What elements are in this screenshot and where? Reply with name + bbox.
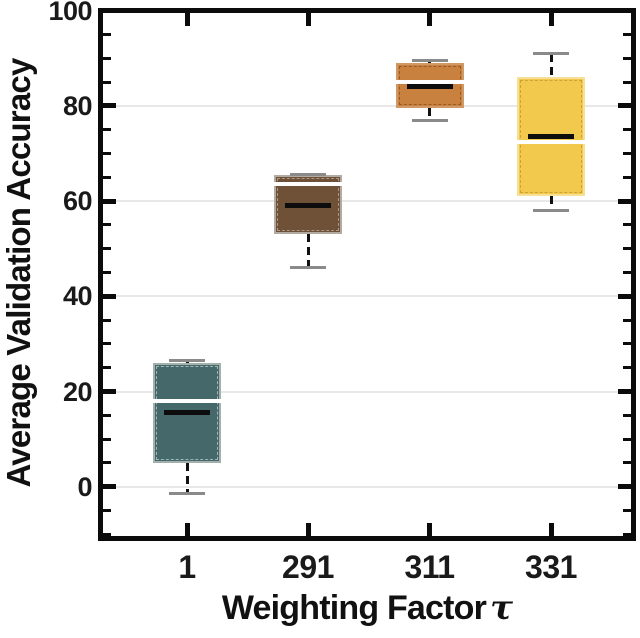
mean-line — [164, 410, 210, 416]
gridline-20 — [103, 390, 631, 393]
y-tick-right-80 — [618, 103, 631, 109]
y-tick-right-30 — [623, 342, 631, 346]
x-tick-bottom-331 — [548, 523, 554, 536]
mean-line — [528, 134, 574, 140]
median-line — [274, 182, 342, 187]
y-tick-right-95 — [623, 33, 631, 36]
x-tick-label-331: 331 — [525, 549, 577, 585]
x-tick-label-291: 291 — [282, 549, 334, 585]
y-tick-right-75 — [623, 128, 631, 132]
x-tick-top-291 — [305, 13, 311, 26]
y-tick-left-10 — [103, 437, 111, 441]
y-tick-left-95 — [103, 33, 111, 36]
y-tick-left-0 — [103, 484, 116, 490]
y-tick-left-40 — [103, 293, 116, 299]
y-tick-left-70 — [103, 152, 111, 155]
median-line — [153, 399, 221, 404]
whisker-cap-high — [290, 173, 326, 177]
whisker-lower — [306, 234, 310, 268]
gridline-40 — [103, 295, 631, 298]
x-tick-bottom-291 — [305, 523, 311, 536]
y-tick-left-60 — [103, 198, 116, 204]
plot-frame — [98, 8, 636, 541]
y-axis-title: Average Validation Accuracy — [0, 58, 37, 488]
y-tick-left--10 — [103, 532, 111, 536]
y-tick-left-50 — [103, 247, 111, 251]
whisker-cap-low — [533, 209, 569, 213]
y-tick-left-90 — [103, 56, 111, 60]
y-tick-right-0 — [618, 484, 631, 490]
y-tick-right-20 — [618, 389, 631, 394]
median-line — [395, 80, 464, 85]
y-tick-right--10 — [623, 532, 631, 536]
y-tick-label-0: 0 — [77, 471, 92, 502]
box-inner-dash — [156, 365, 218, 460]
whisker-cap-high — [533, 52, 569, 56]
box-inner-dash — [277, 177, 339, 232]
gridline-80 — [103, 104, 631, 107]
y-tick-right--5 — [623, 509, 631, 512]
y-tick-left-30 — [103, 342, 111, 346]
x-axis-title: Weighting Factor τ — [98, 588, 636, 628]
whisker-cap-low — [169, 492, 205, 496]
y-tick-right-65 — [623, 175, 631, 179]
whisker-lower — [428, 108, 431, 121]
y-tick-right-60 — [618, 198, 631, 204]
y-tick-right-25 — [623, 366, 631, 370]
y-tick-label-20: 20 — [62, 376, 93, 407]
x-tick-bottom-1 — [184, 523, 190, 536]
whisker-cap-high — [411, 59, 448, 63]
whisker-cap-low — [411, 118, 448, 122]
y-tick-left-5 — [103, 461, 111, 465]
x-tick-top-331 — [548, 13, 554, 26]
y-tick-left-75 — [103, 128, 111, 132]
x-axis-title-text: Weighting Factor — [221, 589, 487, 627]
y-tick-left-45 — [103, 271, 111, 274]
y-tick-left-25 — [103, 366, 111, 370]
y-tick-left-35 — [103, 318, 111, 322]
y-tick-right-90 — [623, 56, 631, 60]
y-tick-right-10 — [623, 437, 631, 441]
y-tick-left--5 — [103, 509, 111, 512]
y-tick-label-80: 80 — [62, 90, 93, 121]
y-tick-label-100: 100 — [48, 0, 92, 26]
gridline-60 — [103, 200, 631, 203]
mean-line — [285, 203, 331, 209]
y-tick-right-55 — [623, 223, 631, 227]
whisker-lower — [185, 462, 189, 494]
y-tick-left-15 — [103, 413, 111, 417]
whisker-lower — [549, 196, 553, 211]
y-tick-label-60: 60 — [62, 186, 93, 217]
y-tick-left-20 — [103, 389, 116, 394]
x-tick-bottom-311 — [427, 523, 432, 536]
box-inner-dash — [398, 66, 461, 106]
y-tick-left-55 — [103, 223, 111, 227]
whisker-cap-low — [290, 266, 326, 270]
y-tick-right-35 — [623, 318, 631, 322]
x-tick-label-1: 1 — [178, 549, 196, 585]
median-line — [517, 139, 585, 144]
x-tick-label-311: 311 — [404, 549, 455, 585]
y-tick-right-45 — [623, 271, 631, 274]
y-tick-right-15 — [623, 413, 631, 417]
y-tick-right-40 — [618, 293, 631, 299]
y-tick-right-70 — [623, 152, 631, 155]
y-tick-right-50 — [623, 247, 631, 251]
y-tick-right-85 — [623, 80, 631, 84]
tau-symbol: τ — [490, 588, 513, 628]
gridline-0 — [103, 485, 631, 488]
y-tick-left-80 — [103, 103, 116, 109]
y-tick-left-85 — [103, 80, 111, 84]
x-tick-top-1 — [184, 13, 190, 26]
mean-line — [406, 84, 453, 90]
whisker-upper — [549, 53, 553, 78]
whisker-cap-high — [169, 359, 205, 363]
y-tick-label-40: 40 — [62, 281, 93, 312]
x-tick-top-311 — [427, 13, 432, 26]
y-tick-left-65 — [103, 175, 111, 179]
box-inner-dash — [520, 80, 582, 194]
y-tick-right-5 — [623, 461, 631, 465]
